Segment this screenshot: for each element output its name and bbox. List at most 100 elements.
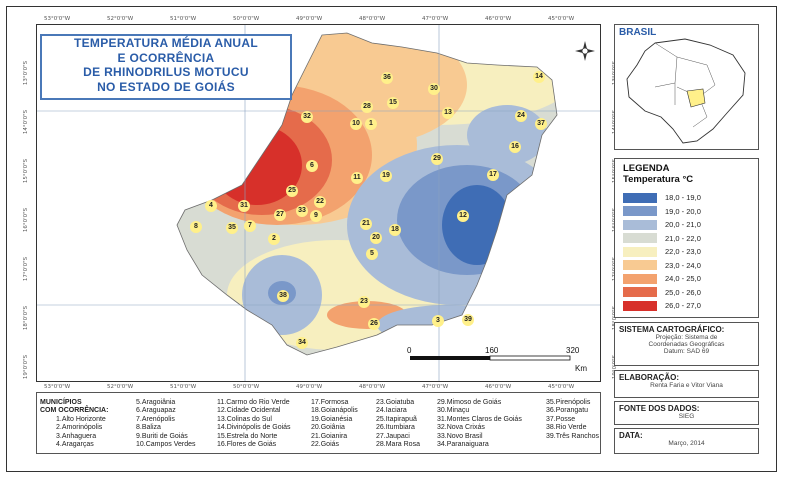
legend-swatch	[623, 287, 657, 298]
municipality-marker: 2	[268, 233, 280, 245]
municipality-marker: 22	[314, 196, 326, 208]
longitude-tick: 47°0'0"W	[422, 16, 449, 22]
municipality-marker: 17	[487, 169, 499, 181]
municipality-item: 5.Aragoiânia	[136, 399, 176, 406]
legend-row: 21,0 - 22,0	[623, 232, 750, 246]
municipality-item: 8.Baliza	[136, 424, 161, 432]
municipality-marker: 7	[244, 220, 256, 232]
municipality-marker: 30	[428, 83, 440, 95]
municipality-item: 10.Campos Verdes	[136, 441, 196, 449]
municipality-marker: 18	[389, 224, 401, 236]
longitude-tick: 49°0'0"W	[296, 16, 323, 22]
municipalities-column: 11.Carmo do Rio Verde 12.Cidade Ocidental…	[217, 399, 291, 449]
municipality-marker: 23	[358, 296, 370, 308]
municipality-marker: 20	[370, 232, 382, 244]
longitude-tick: 46°0'0"W	[485, 16, 512, 22]
municipality-item: 1.Alto Horizonte	[56, 416, 106, 423]
legend-swatch	[623, 246, 657, 257]
longitude-tick: 51°0'0"W	[170, 16, 197, 22]
latitude-tick: 14°0'0"S	[23, 109, 30, 135]
cartographic-line2: Coordenadas Geográficas	[648, 341, 725, 348]
legend-swatch	[623, 300, 657, 311]
municipalities-heading-line1: MUNICÍPIOS	[40, 399, 82, 406]
municipality-item: 24.Iaciara	[376, 407, 407, 415]
longitude-tick: 49°0'0"W	[296, 384, 323, 390]
municipality-item: 38.Rio Verde	[546, 424, 587, 432]
municipality-item: 23.Goiatuba	[376, 399, 415, 406]
legend-row: 22,0 - 23,0	[623, 245, 750, 259]
municipality-item: 7.Arenópolis	[136, 415, 175, 423]
municipality-item: 3.Anhaguera	[56, 432, 97, 440]
municipalities-column: 1.Alto Horizonte 2.Amorinópolis 3.Anhaguer…	[56, 416, 106, 450]
longitude-tick: 45°0'0"W	[548, 16, 575, 22]
latitude-tick: 18°0'0"S	[23, 305, 30, 331]
municipality-item: 17.Formosa	[311, 399, 349, 406]
scale-unit: Km	[575, 364, 587, 373]
legend-range: 18,0 - 19,0	[665, 193, 701, 203]
longitude-tick: 53°0'0"W	[44, 16, 71, 22]
data-source-panel: FONTE DOS DADOS: SIEG	[614, 401, 759, 425]
municipality-marker: 10	[350, 118, 362, 130]
municipality-marker: 38	[277, 290, 289, 302]
municipality-item: 9.Buriti de Goiás	[136, 432, 188, 440]
longitude-tick: 46°0'0"W	[485, 384, 512, 390]
legend-range: 22,0 - 23,0	[665, 247, 701, 257]
brasil-inset: BRASIL	[614, 24, 759, 150]
municipality-marker: 31	[238, 200, 250, 212]
municipality-marker: 27	[274, 209, 286, 221]
legend-swatch	[623, 219, 657, 230]
municipality-marker: 35	[226, 222, 238, 234]
longitude-tick: 48°0'0"W	[359, 384, 386, 390]
municipality-marker: 28	[361, 101, 373, 113]
legend-row: 19,0 - 20,0	[623, 205, 750, 219]
municipality-item: 36.Porangatu	[546, 407, 589, 415]
legend-row: 25,0 - 26,0	[623, 286, 750, 300]
cartographic-panel: SISTEMA CARTOGRÁFICO: Projeção: Sistema …	[614, 322, 759, 366]
legend-range: 21,0 - 22,0	[665, 233, 701, 243]
municipality-marker: 11	[351, 172, 363, 184]
municipality-marker: 12	[457, 210, 469, 222]
latitude-tick: 17°0'0"S	[23, 256, 30, 282]
municipality-marker: 24	[515, 110, 527, 122]
municipalities-panel	[36, 392, 601, 454]
legend-classes: 18,0 - 19,0 19,0 - 20,0 20,0 - 21,0 21,0 - …	[623, 191, 750, 313]
municipality-item: 20.Goiânia	[311, 424, 345, 432]
municipalities-column: 35.Pirenópolis 36.Porangatu 37.Posse 38.Rio…	[546, 399, 599, 441]
title-line-3: DE RHINODRILUS MOTUCU	[83, 65, 249, 79]
municipality-item: 27.Jaupaci	[376, 432, 410, 440]
inset-title: BRASIL	[619, 27, 657, 38]
municipality-marker: 34	[296, 337, 308, 349]
municipality-marker: 39	[462, 314, 474, 326]
municipality-item: 30.Minaçu	[437, 407, 470, 415]
latitude-tick: 15°0'0"S	[23, 158, 30, 184]
municipality-item: 34.Paranaiguara	[437, 441, 489, 449]
municipality-item: 21.Goianira	[311, 432, 348, 440]
date-text: Março, 2014	[668, 440, 705, 447]
elaboration-panel: ELABORAÇÃO: Renta Faria e Vitor Viana	[614, 370, 759, 398]
municipality-item: 14.Divinópolis de Goiás	[217, 424, 291, 432]
municipality-marker: 33	[296, 205, 308, 217]
scale-label-mid: 160	[485, 346, 499, 355]
cartographic-heading: SISTEMA CARTOGRÁFICO:	[619, 325, 725, 334]
municipality-marker: 26	[368, 318, 380, 330]
cartographic-datum: Datum: SAD 69	[663, 348, 710, 355]
municipality-item: 16.Flores de Goiás	[217, 441, 277, 449]
municipality-marker: 9	[310, 210, 322, 222]
municipality-marker: 16	[509, 141, 521, 153]
latitude-tick: 16°0'0"S	[23, 207, 30, 233]
legend-row: 18,0 - 19,0	[623, 191, 750, 205]
latitude-tick: 13°0'0"S	[23, 60, 30, 86]
title-line-4: NO ESTADO DE GOIÁS	[97, 79, 235, 94]
legend-range: 19,0 - 20,0	[665, 206, 701, 216]
legend-heading: LEGENDA	[623, 163, 670, 174]
longitude-tick: 45°0'0"W	[548, 384, 575, 390]
longitude-tick: 48°0'0"W	[359, 16, 386, 22]
legend-range: 20,0 - 21,0	[665, 220, 701, 230]
longitude-tick: 47°0'0"W	[422, 384, 449, 390]
municipality-marker: 6	[306, 160, 318, 172]
municipality-item: 4.Aragarças	[56, 441, 94, 449]
municipality-marker: 32	[301, 111, 313, 123]
longitude-tick: 51°0'0"W	[170, 384, 197, 390]
municipality-item: 11.Carmo do Rio Verde	[217, 399, 290, 406]
date-panel: DATA: Março, 2014	[614, 428, 759, 454]
